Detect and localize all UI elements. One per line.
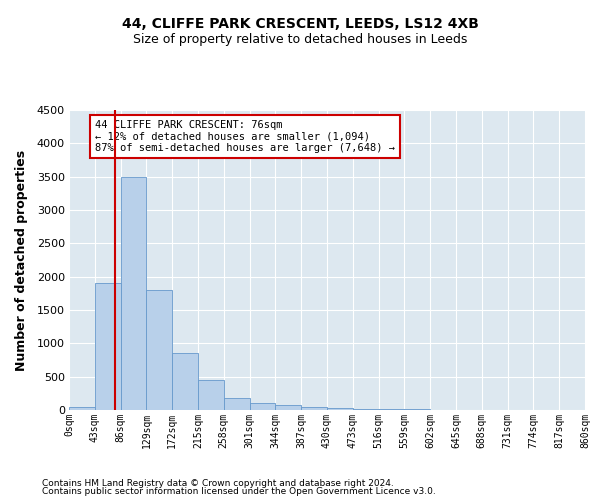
Text: 44 CLIFFE PARK CRESCENT: 76sqm
← 12% of detached houses are smaller (1,094)
87% : 44 CLIFFE PARK CRESCENT: 76sqm ← 12% of … (95, 120, 395, 153)
Bar (172, 354, 198, 410)
Bar (121, 176, 146, 410)
Text: Contains HM Land Registry data © Crown copyright and database right 2024.: Contains HM Land Registry data © Crown c… (42, 478, 394, 488)
Bar (353, 409, 379, 410)
Bar (69, 406, 95, 410)
Bar (275, 405, 301, 410)
Bar (224, 398, 250, 410)
Bar (250, 402, 275, 410)
Bar (301, 406, 327, 410)
Bar (198, 380, 224, 410)
Text: 44, CLIFFE PARK CRESCENT, LEEDS, LS12 4XB: 44, CLIFFE PARK CRESCENT, LEEDS, LS12 4X… (122, 18, 478, 32)
Text: Size of property relative to detached houses in Leeds: Size of property relative to detached ho… (133, 32, 467, 46)
Text: Contains public sector information licensed under the Open Government Licence v3: Contains public sector information licen… (42, 487, 436, 496)
Bar (146, 290, 172, 410)
Y-axis label: Number of detached properties: Number of detached properties (16, 150, 28, 370)
Bar (95, 284, 121, 410)
Bar (327, 408, 353, 410)
